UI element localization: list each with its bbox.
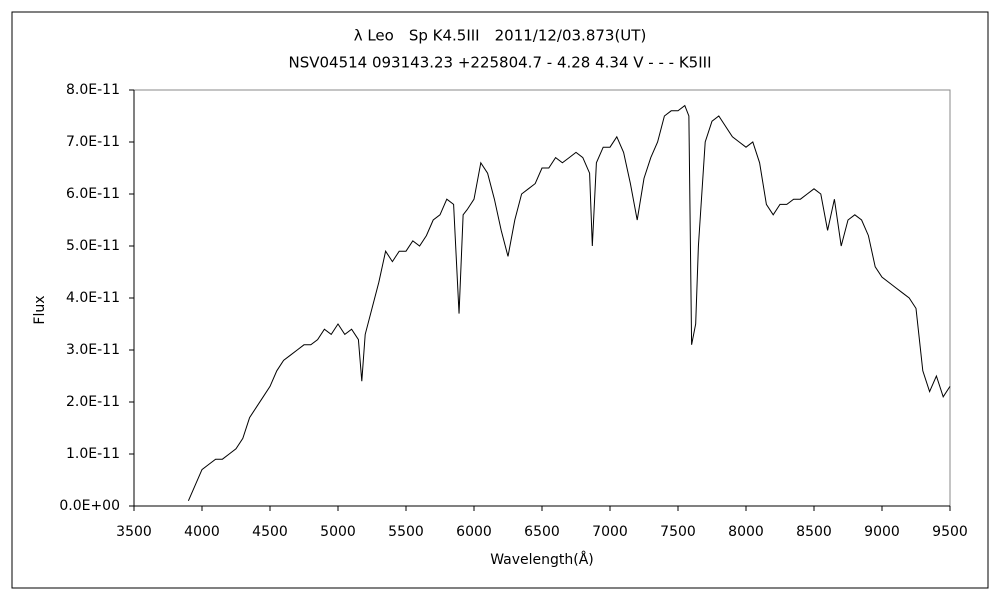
y-tick-label: 5.0E-11 bbox=[66, 238, 120, 254]
y-tick-label: 6.0E-11 bbox=[66, 186, 120, 202]
x-tick-label: 5000 bbox=[320, 524, 356, 540]
x-tick-label: 5500 bbox=[388, 524, 424, 540]
x-tick-label: 8000 bbox=[728, 524, 764, 540]
x-tick-label: 6500 bbox=[524, 524, 560, 540]
x-axis-label: Wavelength(Å) bbox=[490, 551, 594, 568]
x-tick-label: 3500 bbox=[116, 524, 152, 540]
y-tick-label: 2.0E-11 bbox=[66, 394, 120, 410]
chart-border bbox=[11, 11, 989, 589]
chart-title: λ Leo Sp K4.5III 2011/12/03.873(UT) bbox=[354, 27, 647, 45]
y-tick-label: 0.0E+00 bbox=[59, 498, 120, 514]
spectrum-line bbox=[187, 104, 951, 501]
x-tick-label: 7500 bbox=[660, 524, 696, 540]
y-axis-label: Flux bbox=[32, 295, 48, 324]
x-tick-label: 6000 bbox=[456, 524, 492, 540]
x-tick-label: 9000 bbox=[864, 524, 900, 540]
y-tick-label: 1.0E-11 bbox=[66, 446, 120, 462]
x-tick-label: 4500 bbox=[252, 524, 288, 540]
x-tick-label: 8500 bbox=[796, 524, 832, 540]
x-tick-label: 7000 bbox=[592, 524, 628, 540]
chart-subtitle: NSV04514 093143.23 +225804.7 - 4.28 4.34… bbox=[288, 54, 711, 72]
x-tick-label: 4000 bbox=[184, 524, 220, 540]
x-tick-label: 9500 bbox=[932, 524, 968, 540]
y-tick-label: 4.0E-11 bbox=[66, 290, 120, 306]
y-tick-label: 7.0E-11 bbox=[66, 134, 120, 150]
y-tick-label: 8.0E-11 bbox=[66, 82, 120, 98]
y-tick-label: 3.0E-11 bbox=[66, 342, 120, 358]
